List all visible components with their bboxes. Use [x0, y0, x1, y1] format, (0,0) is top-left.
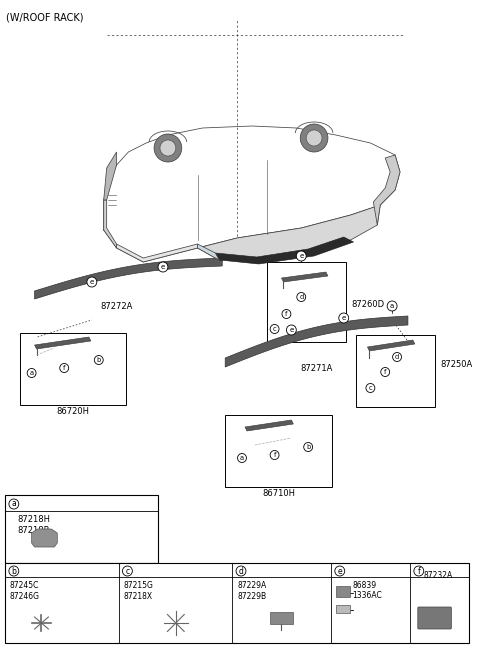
- Bar: [5, 495, 158, 563]
- Polygon shape: [35, 337, 91, 349]
- Polygon shape: [198, 205, 380, 263]
- Text: e: e: [289, 327, 293, 333]
- Text: 87260D: 87260D: [352, 300, 385, 309]
- Bar: [225, 415, 332, 487]
- Circle shape: [122, 566, 132, 576]
- Circle shape: [95, 356, 103, 364]
- Circle shape: [297, 293, 306, 301]
- Text: 1336AC: 1336AC: [353, 591, 383, 600]
- Text: 87232A: 87232A: [424, 571, 453, 580]
- Text: 86710H: 86710H: [262, 489, 295, 498]
- Polygon shape: [216, 237, 354, 264]
- Text: 87250A: 87250A: [441, 360, 473, 369]
- Bar: [20, 333, 126, 405]
- Circle shape: [236, 566, 246, 576]
- Text: c: c: [273, 326, 276, 332]
- Circle shape: [238, 453, 246, 462]
- Polygon shape: [225, 316, 408, 367]
- Polygon shape: [35, 258, 222, 299]
- Circle shape: [282, 310, 291, 318]
- Circle shape: [381, 367, 390, 377]
- Circle shape: [366, 383, 375, 392]
- Circle shape: [304, 443, 312, 451]
- Bar: [267, 262, 346, 342]
- Text: e: e: [337, 567, 342, 576]
- Text: e: e: [342, 315, 346, 321]
- Text: e: e: [299, 253, 303, 259]
- Circle shape: [154, 134, 182, 162]
- Text: 86720H: 86720H: [57, 407, 90, 416]
- Text: b: b: [96, 357, 101, 363]
- Circle shape: [27, 369, 36, 377]
- Text: a: a: [390, 303, 394, 309]
- Text: f: f: [418, 567, 420, 576]
- Text: e: e: [90, 279, 94, 285]
- Polygon shape: [245, 420, 293, 431]
- Bar: [336, 586, 349, 597]
- FancyBboxPatch shape: [418, 607, 451, 629]
- Circle shape: [158, 262, 168, 272]
- Text: f: f: [63, 365, 65, 371]
- Circle shape: [306, 130, 322, 146]
- Text: b: b: [12, 567, 16, 576]
- Circle shape: [393, 352, 401, 362]
- Bar: [5, 563, 469, 643]
- Circle shape: [335, 566, 345, 576]
- Text: a: a: [12, 500, 16, 508]
- Text: 87271A: 87271A: [300, 364, 332, 373]
- Circle shape: [160, 140, 176, 156]
- Text: e: e: [161, 264, 165, 270]
- Text: f: f: [274, 452, 276, 458]
- Circle shape: [287, 325, 296, 335]
- Circle shape: [270, 451, 279, 460]
- Polygon shape: [367, 340, 415, 351]
- Circle shape: [300, 124, 328, 152]
- Polygon shape: [104, 152, 117, 200]
- Circle shape: [270, 324, 279, 333]
- Circle shape: [87, 277, 97, 287]
- Circle shape: [387, 301, 397, 311]
- Text: 87245C
87246G: 87245C 87246G: [10, 581, 40, 601]
- Bar: [270, 612, 293, 624]
- Text: (W/ROOF RACK): (W/ROOF RACK): [6, 12, 84, 22]
- Text: f: f: [285, 311, 288, 317]
- Bar: [336, 605, 349, 613]
- Circle shape: [60, 364, 69, 373]
- Polygon shape: [198, 244, 219, 260]
- Circle shape: [414, 566, 424, 576]
- Bar: [356, 335, 434, 407]
- Text: 86839: 86839: [353, 581, 377, 590]
- Text: c: c: [125, 567, 130, 576]
- Text: 87229A
87229B: 87229A 87229B: [237, 581, 266, 601]
- Polygon shape: [104, 200, 117, 248]
- Polygon shape: [117, 244, 198, 262]
- Text: d: d: [395, 354, 399, 360]
- Circle shape: [9, 499, 19, 509]
- Text: 87215G
87218X: 87215G 87218X: [123, 581, 153, 601]
- Text: f: f: [384, 369, 386, 375]
- Polygon shape: [373, 155, 400, 225]
- Circle shape: [339, 313, 348, 323]
- Text: 87218H
87218R: 87218H 87218R: [18, 515, 51, 535]
- Polygon shape: [281, 272, 328, 282]
- Text: a: a: [240, 455, 244, 461]
- Text: d: d: [239, 567, 243, 576]
- Circle shape: [9, 566, 19, 576]
- Polygon shape: [32, 529, 57, 547]
- Text: 87272A: 87272A: [100, 302, 133, 311]
- Text: d: d: [299, 294, 303, 300]
- Text: a: a: [30, 370, 34, 376]
- Circle shape: [296, 251, 306, 261]
- Text: c: c: [369, 385, 372, 391]
- Text: b: b: [306, 444, 310, 450]
